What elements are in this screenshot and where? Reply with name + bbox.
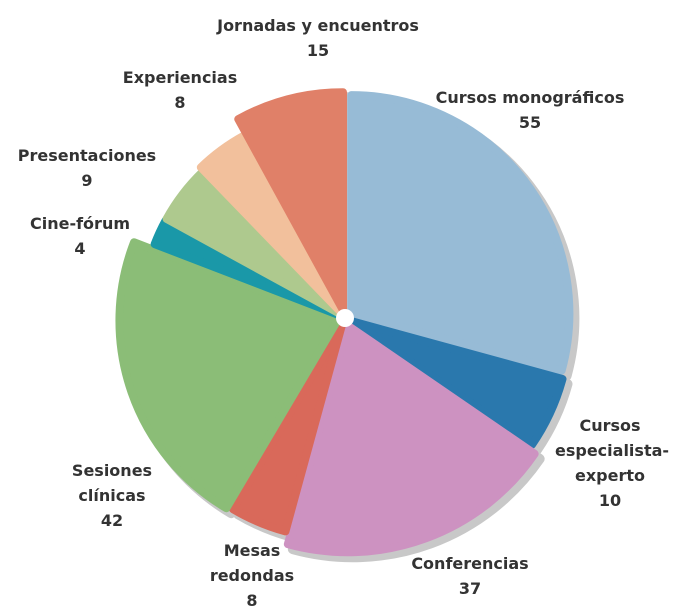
- value-label: 8: [246, 591, 258, 610]
- value-label: 37: [458, 579, 482, 598]
- value-label: 4: [74, 239, 86, 258]
- category-name: Mesas redondas: [209, 541, 295, 585]
- slice-label: Jornadas y encuentros 15: [193, 13, 443, 63]
- value-label: 15: [306, 41, 330, 60]
- category-name: Experiencias: [122, 68, 238, 87]
- category-name: Cine-fórum: [29, 214, 130, 233]
- slice-label: Mesas redondas 8: [207, 538, 297, 613]
- slice-label: Cine-fórum 4: [15, 211, 145, 261]
- value-label: 8: [174, 93, 186, 112]
- slice-label: Cursos especialista-experto 10: [555, 413, 670, 513]
- slice: [234, 88, 348, 315]
- slice: [347, 91, 574, 375]
- slice-label: Experiencias 8: [110, 65, 250, 115]
- value-label: 10: [598, 491, 622, 510]
- slice: [283, 321, 539, 557]
- slice: [348, 317, 567, 449]
- slice: [115, 238, 342, 513]
- slice-label: Cursos monográficos 55: [430, 85, 630, 135]
- slice: [229, 321, 346, 536]
- slice-label: Presentaciones 9: [2, 143, 172, 193]
- center: [336, 309, 354, 327]
- category-name: Cursos especialista-experto: [555, 416, 670, 485]
- value-label: 55: [518, 113, 542, 132]
- category-name: Presentaciones: [17, 146, 157, 165]
- slice-label: Conferencias 37: [395, 551, 545, 601]
- value-label: 9: [81, 171, 93, 190]
- category-name: Cursos monográficos: [435, 88, 625, 107]
- slice-label: Sesiones clínicas 42: [57, 458, 167, 533]
- category-name: Jornadas y encuentros: [217, 16, 419, 35]
- category-name: Sesiones clínicas: [71, 461, 153, 505]
- category-name: Conferencias: [411, 554, 529, 573]
- value-label: 42: [100, 511, 124, 530]
